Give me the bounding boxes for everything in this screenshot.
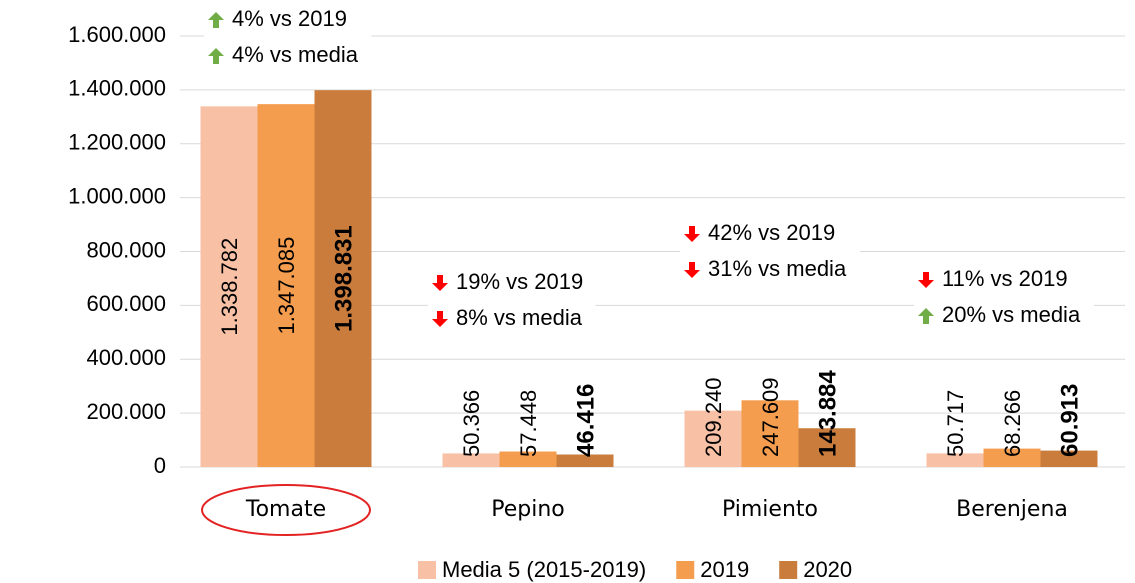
highlight-circle <box>201 484 371 536</box>
x-tick-label: Tomate <box>245 497 326 522</box>
data-label: 50.366 <box>459 390 484 457</box>
arrow-down <box>684 262 700 278</box>
y-tick-label: 1.600.000 <box>68 22 166 47</box>
y-tick-label: 800.000 <box>86 237 166 262</box>
y-tick-label: 1.200.000 <box>68 130 166 155</box>
arrow-up <box>208 12 224 28</box>
annotation-bg <box>428 267 596 339</box>
annotation-bg <box>680 218 860 290</box>
data-label: 60.913 <box>1056 384 1083 457</box>
y-tick-label: 200.000 <box>86 399 166 424</box>
data-label: 209.240 <box>701 377 726 457</box>
bar <box>684 410 742 467</box>
y-tick-label: 1.400.000 <box>68 76 166 101</box>
x-tick-label: Pimiento <box>722 497 818 522</box>
data-label: 143.884 <box>814 370 841 457</box>
x-tick-label: Pepino <box>491 497 565 522</box>
annotation: 42% vs 2019 <box>708 220 835 245</box>
data-label: 247.609 <box>758 377 783 457</box>
annotation: 19% vs 2019 <box>456 269 583 294</box>
annotation-bg <box>204 4 372 76</box>
data-label: 68.266 <box>1000 390 1025 457</box>
legend-label: 2020 <box>803 557 852 582</box>
data-label: 1.398.831 <box>330 225 357 332</box>
annotation: 11% vs 2019 <box>942 266 1068 291</box>
annotation: 8% vs media <box>456 305 583 330</box>
y-tick-label: 400.000 <box>86 345 166 370</box>
data-label: 1.347.085 <box>274 237 299 335</box>
legend-swatch <box>676 561 695 579</box>
annotation-bg <box>914 264 1094 336</box>
data-label: 57.448 <box>516 390 541 457</box>
y-tick-label: 1.000.000 <box>68 183 166 208</box>
bar <box>926 453 984 467</box>
arrow-down <box>432 311 448 327</box>
arrow-down <box>918 272 934 288</box>
bar <box>741 400 799 467</box>
arrow-down <box>684 226 700 242</box>
legend-swatch <box>779 561 798 579</box>
x-tick-label: Berenjena <box>956 497 1068 522</box>
bar <box>499 451 557 467</box>
legend-label: 2019 <box>700 557 749 582</box>
bar <box>200 106 258 467</box>
legend-swatch <box>418 561 436 579</box>
bar <box>798 428 856 467</box>
bar <box>556 454 614 467</box>
annotation: 4% vs media <box>232 42 359 67</box>
bar <box>1040 450 1098 467</box>
annotation: 4% vs 2019 <box>232 6 347 31</box>
bar <box>983 448 1041 467</box>
data-label: 50.717 <box>943 390 968 457</box>
data-label: 1.338.782 <box>217 238 242 336</box>
arrow-down <box>432 275 448 291</box>
bar <box>257 104 315 468</box>
bar <box>314 90 372 468</box>
y-tick-label: 600.000 <box>86 291 166 316</box>
annotation: 20% vs media <box>942 302 1081 327</box>
y-tick-label: 0 <box>154 453 166 478</box>
annotation: 31% vs media <box>708 256 847 281</box>
legend-label: Media 5 (2015-2019) <box>442 557 646 582</box>
arrow-up <box>208 48 224 64</box>
data-label: 46.416 <box>572 384 599 457</box>
bar <box>442 453 500 467</box>
arrow-up <box>918 308 934 324</box>
